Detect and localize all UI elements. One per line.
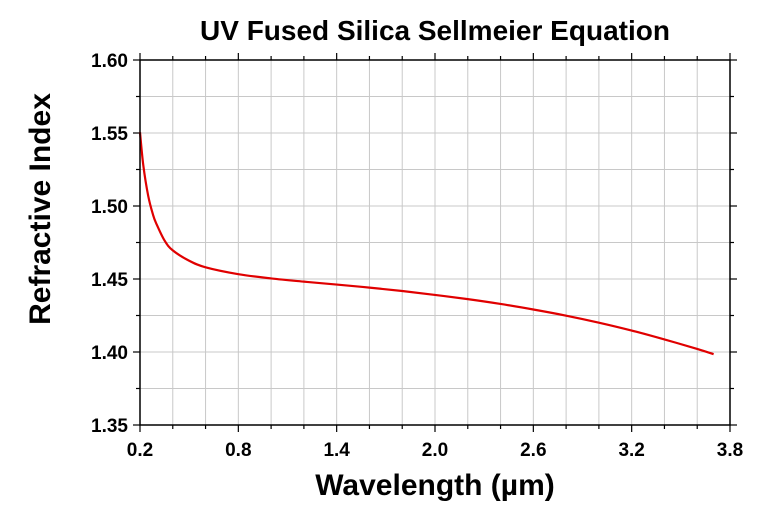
x-tick-label: 2.0 bbox=[422, 440, 448, 461]
x-tick-label: 1.4 bbox=[323, 440, 350, 461]
y-tick-label: 1.60 bbox=[91, 51, 128, 72]
x-tick-label: 2.6 bbox=[520, 440, 546, 461]
y-tick-label: 1.40 bbox=[91, 343, 128, 364]
x-tick-label: 3.2 bbox=[618, 440, 644, 461]
y-tick-labels: 1.35 1.40 1.45 1.50 1.55 1.60 bbox=[91, 51, 128, 437]
x-tick-labels: 0.2 0.8 1.4 2.0 2.6 3.2 3.8 bbox=[127, 440, 743, 461]
series-layer bbox=[138, 132, 714, 356]
y-tick-label: 1.50 bbox=[91, 197, 128, 218]
x-axis-label: Wavelength (µm) bbox=[315, 469, 555, 502]
series-line-refractive-index bbox=[138, 132, 714, 356]
x-tick-label: 3.8 bbox=[717, 440, 743, 461]
y-tick-label: 1.35 bbox=[91, 416, 128, 437]
y-tick-label: 1.55 bbox=[91, 124, 128, 145]
grid bbox=[140, 60, 730, 425]
y-tick-label: 1.45 bbox=[91, 270, 128, 291]
y-axis-label: Refractive Index bbox=[24, 93, 57, 325]
x-tick-label: 0.8 bbox=[225, 440, 251, 461]
plot-frame bbox=[139, 59, 731, 426]
chart-title: UV Fused Silica Sellmeier Equation bbox=[200, 15, 670, 46]
x-tick-label: 0.2 bbox=[127, 440, 153, 461]
